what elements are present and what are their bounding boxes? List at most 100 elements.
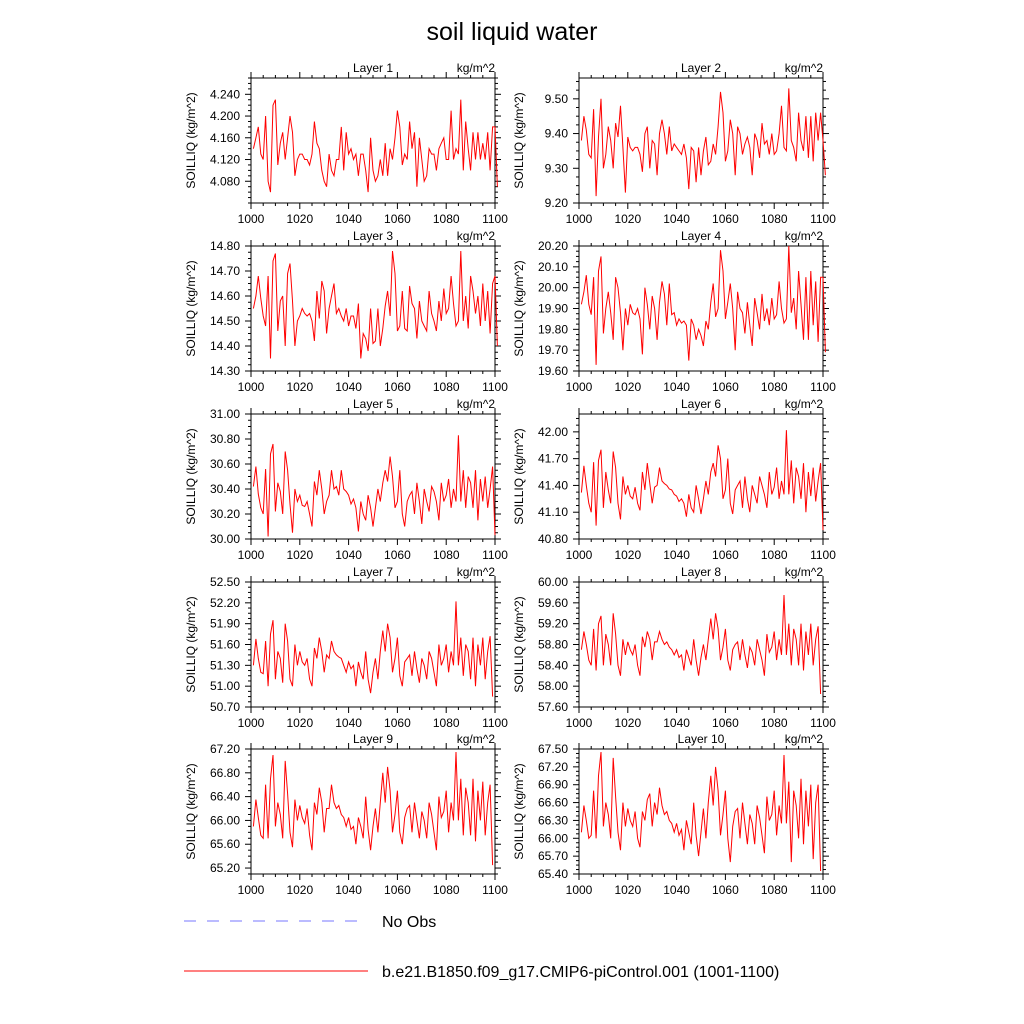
y-tick-label: 66.90 — [538, 778, 568, 792]
y-tick-label: 51.00 — [210, 679, 240, 693]
y-tick-label: 66.40 — [210, 790, 240, 804]
y-tick-label: 14.40 — [210, 339, 240, 353]
x-tick-label: 1000 — [238, 716, 265, 730]
y-tick-label: 67.20 — [538, 760, 568, 774]
y-tick-label: 66.80 — [210, 766, 240, 780]
x-tick-label: 1040 — [335, 548, 362, 562]
x-tick-label: 1040 — [663, 548, 690, 562]
panel-units-layer-6: kg/m^2 — [785, 397, 824, 411]
y-tick-label: 67.20 — [210, 742, 240, 756]
chart-layer-4: Layer 4 kg/m^2 1000 1020 1040 1060 1080 1100 19.… — [512, 229, 836, 394]
panel-units-layer-4: kg/m^2 — [785, 229, 824, 243]
y-tick-label: 9.50 — [545, 92, 569, 106]
y-tick-label: 41.40 — [538, 478, 568, 492]
chart-layer-7: Layer 7 kg/m^2 1000 1020 1040 1060 1080 1100 50.… — [184, 565, 508, 730]
y-tick-label: 41.10 — [538, 505, 568, 519]
y-tick-label: 59.20 — [538, 617, 568, 631]
x-tick-label: 1100 — [482, 548, 508, 562]
x-tick-label: 1020 — [614, 716, 641, 730]
x-tick-label: 1040 — [335, 883, 362, 897]
chart-layer-2: Layer 2 kg/m^2 1000 1020 1040 1060 1080 1100 9.2… — [512, 61, 836, 226]
y-tick-label: 30.80 — [210, 432, 240, 446]
y-tick-label: 59.60 — [538, 596, 568, 610]
x-tick-label: 1020 — [614, 212, 641, 226]
y-tick-label: 20.00 — [538, 281, 568, 295]
y-tick-label: 9.30 — [545, 161, 569, 175]
x-tick-label: 1100 — [810, 212, 836, 226]
x-tick-label: 1000 — [238, 212, 265, 226]
x-tick-label: 1100 — [810, 548, 836, 562]
y-axis-label-layer-10: SOILLIQ (kg/m^2) — [512, 763, 526, 859]
x-tick-label: 1040 — [663, 212, 690, 226]
chart-layer-6: Layer 6 kg/m^2 1000 1020 1040 1060 1080 1100 40.… — [512, 397, 836, 562]
y-tick-label: 4.200 — [210, 109, 240, 123]
series-line-layer-7 — [252, 601, 494, 697]
y-axis-label-layer-3: SOILLIQ (kg/m^2) — [184, 260, 198, 356]
x-tick-label: 1080 — [433, 716, 460, 730]
y-axis-label-layer-8: SOILLIQ (kg/m^2) — [512, 596, 526, 692]
y-tick-label: 40.80 — [538, 532, 568, 546]
chart-layer-5: Layer 5 kg/m^2 1000 1020 1040 1060 1080 1100 30.… — [184, 397, 508, 562]
y-tick-label: 9.20 — [545, 196, 569, 210]
y-tick-label: 14.50 — [210, 314, 240, 328]
series-line-layer-4 — [580, 245, 826, 365]
x-tick-label: 1000 — [566, 883, 593, 897]
x-tick-label: 1080 — [761, 716, 788, 730]
y-tick-label: 14.60 — [210, 289, 240, 303]
series-line-layer-3 — [252, 250, 498, 359]
x-tick-label: 1080 — [761, 548, 788, 562]
x-tick-label: 1000 — [238, 548, 265, 562]
x-tick-label: 1000 — [566, 548, 593, 562]
x-tick-label: 1020 — [286, 883, 313, 897]
y-tick-label: 14.80 — [210, 239, 240, 253]
panel-units-layer-7: kg/m^2 — [457, 565, 496, 579]
series-line-layer-2 — [580, 88, 826, 197]
y-axis-label-layer-9: SOILLIQ (kg/m^2) — [184, 763, 198, 859]
x-tick-label: 1060 — [384, 883, 411, 897]
panel-units-layer-2: kg/m^2 — [785, 61, 824, 75]
y-axis-label-layer-5: SOILLIQ (kg/m^2) — [184, 428, 198, 524]
panel-title-layer-3: Layer 3 — [353, 229, 393, 243]
y-tick-label: 30.60 — [210, 457, 240, 471]
y-tick-label: 30.40 — [210, 482, 240, 496]
x-tick-label: 1020 — [286, 380, 313, 394]
panel-units-layer-3: kg/m^2 — [457, 229, 496, 243]
y-tick-label: 19.60 — [538, 364, 568, 378]
x-tick-label: 1020 — [286, 716, 313, 730]
legend-label-model: b.e21.B1850.f09_g17.CMIP6-piControl.001 … — [382, 964, 779, 981]
panel-title-layer-7: Layer 7 — [353, 565, 393, 579]
series-line-layer-6 — [580, 430, 824, 531]
x-tick-label: 1080 — [433, 883, 460, 897]
x-tick-label: 1100 — [482, 716, 508, 730]
y-tick-label: 57.60 — [538, 700, 568, 714]
y-tick-label: 52.20 — [210, 596, 240, 610]
x-tick-label: 1080 — [433, 380, 460, 394]
x-tick-label: 1000 — [566, 380, 593, 394]
y-tick-label: 19.80 — [538, 322, 568, 336]
x-tick-label: 1080 — [761, 380, 788, 394]
y-tick-label: 4.160 — [210, 131, 240, 145]
y-tick-label: 14.30 — [210, 364, 240, 378]
y-tick-label: 65.20 — [210, 861, 240, 875]
y-axis-label-layer-6: SOILLIQ (kg/m^2) — [512, 428, 526, 524]
series-line-layer-8 — [580, 594, 822, 695]
x-tick-label: 1040 — [663, 380, 690, 394]
x-tick-label: 1060 — [712, 380, 739, 394]
panel-units-layer-1: kg/m^2 — [457, 61, 496, 75]
y-tick-label: 67.50 — [538, 742, 568, 756]
x-tick-label: 1100 — [810, 883, 836, 897]
y-axis-label-layer-2: SOILLIQ (kg/m^2) — [512, 92, 526, 188]
x-tick-label: 1080 — [761, 883, 788, 897]
x-tick-label: 1060 — [384, 548, 411, 562]
y-tick-label: 65.40 — [538, 867, 568, 881]
y-tick-label: 30.20 — [210, 507, 240, 521]
panel-title-layer-2: Layer 2 — [681, 61, 721, 75]
y-tick-label: 66.00 — [538, 831, 568, 845]
x-tick-label: 1040 — [663, 716, 690, 730]
panel-title-layer-4: Layer 4 — [681, 229, 721, 243]
x-tick-label: 1080 — [433, 212, 460, 226]
x-tick-label: 1020 — [614, 883, 641, 897]
y-axis-label-layer-7: SOILLIQ (kg/m^2) — [184, 596, 198, 692]
x-tick-label: 1060 — [712, 212, 739, 226]
